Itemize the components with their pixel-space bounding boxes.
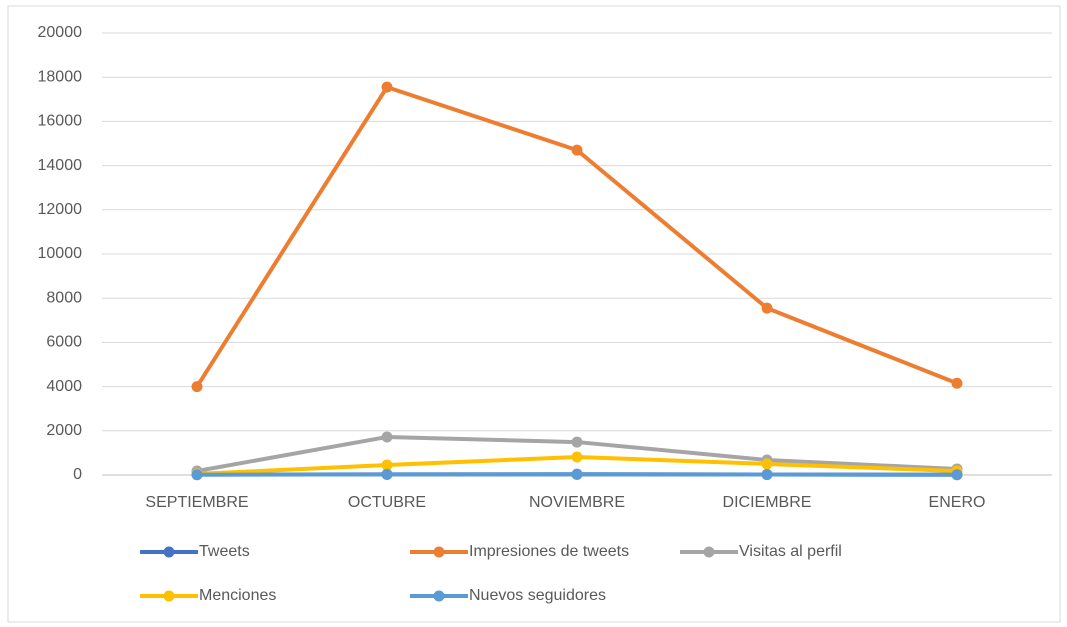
- data-point: [191, 381, 203, 393]
- legend-label: Impresiones de tweets: [469, 543, 629, 560]
- data-point: [571, 144, 583, 156]
- x-tick-label: SEPTIEMBRE: [145, 494, 248, 511]
- legend-label: Tweets: [199, 543, 250, 560]
- data-point: [381, 459, 393, 471]
- legend-label: Visitas al perfil: [739, 543, 842, 560]
- data-point: [381, 431, 393, 443]
- x-tick-label: OCTUBRE: [348, 494, 426, 511]
- x-tick-label: ENERO: [929, 494, 986, 511]
- y-tick-label: 0: [73, 466, 82, 483]
- y-tick-label: 12000: [38, 201, 83, 218]
- data-point: [951, 377, 963, 389]
- data-point: [761, 302, 773, 314]
- data-point: [381, 81, 393, 93]
- data-point: [191, 469, 203, 481]
- legend-label: Menciones: [199, 587, 276, 604]
- x-tick-label: NOVIEMBRE: [529, 494, 625, 511]
- chart-border: [7, 5, 1061, 623]
- data-point: [571, 451, 583, 463]
- legend-marker: [433, 546, 445, 558]
- y-tick-label: 2000: [46, 422, 82, 439]
- legend-label: Nuevos seguidores: [469, 587, 606, 604]
- legend-marker: [163, 546, 175, 558]
- data-point: [761, 469, 773, 481]
- legend-marker: [703, 546, 715, 558]
- x-tick-label: DICIEMBRE: [723, 494, 812, 511]
- data-point: [951, 469, 963, 481]
- y-tick-label: 10000: [38, 245, 83, 262]
- legend-marker: [433, 590, 445, 602]
- data-point: [761, 458, 773, 470]
- data-point: [381, 468, 393, 480]
- y-tick-label: 4000: [46, 378, 82, 395]
- data-point: [571, 468, 583, 480]
- y-tick-label: 14000: [38, 157, 83, 174]
- y-tick-label: 16000: [38, 113, 83, 130]
- data-point: [571, 436, 583, 448]
- y-tick-label: 6000: [46, 334, 82, 351]
- y-tick-label: 8000: [46, 289, 82, 306]
- legend-marker: [163, 590, 175, 602]
- y-tick-label: 20000: [38, 24, 83, 41]
- y-tick-label: 18000: [38, 68, 83, 85]
